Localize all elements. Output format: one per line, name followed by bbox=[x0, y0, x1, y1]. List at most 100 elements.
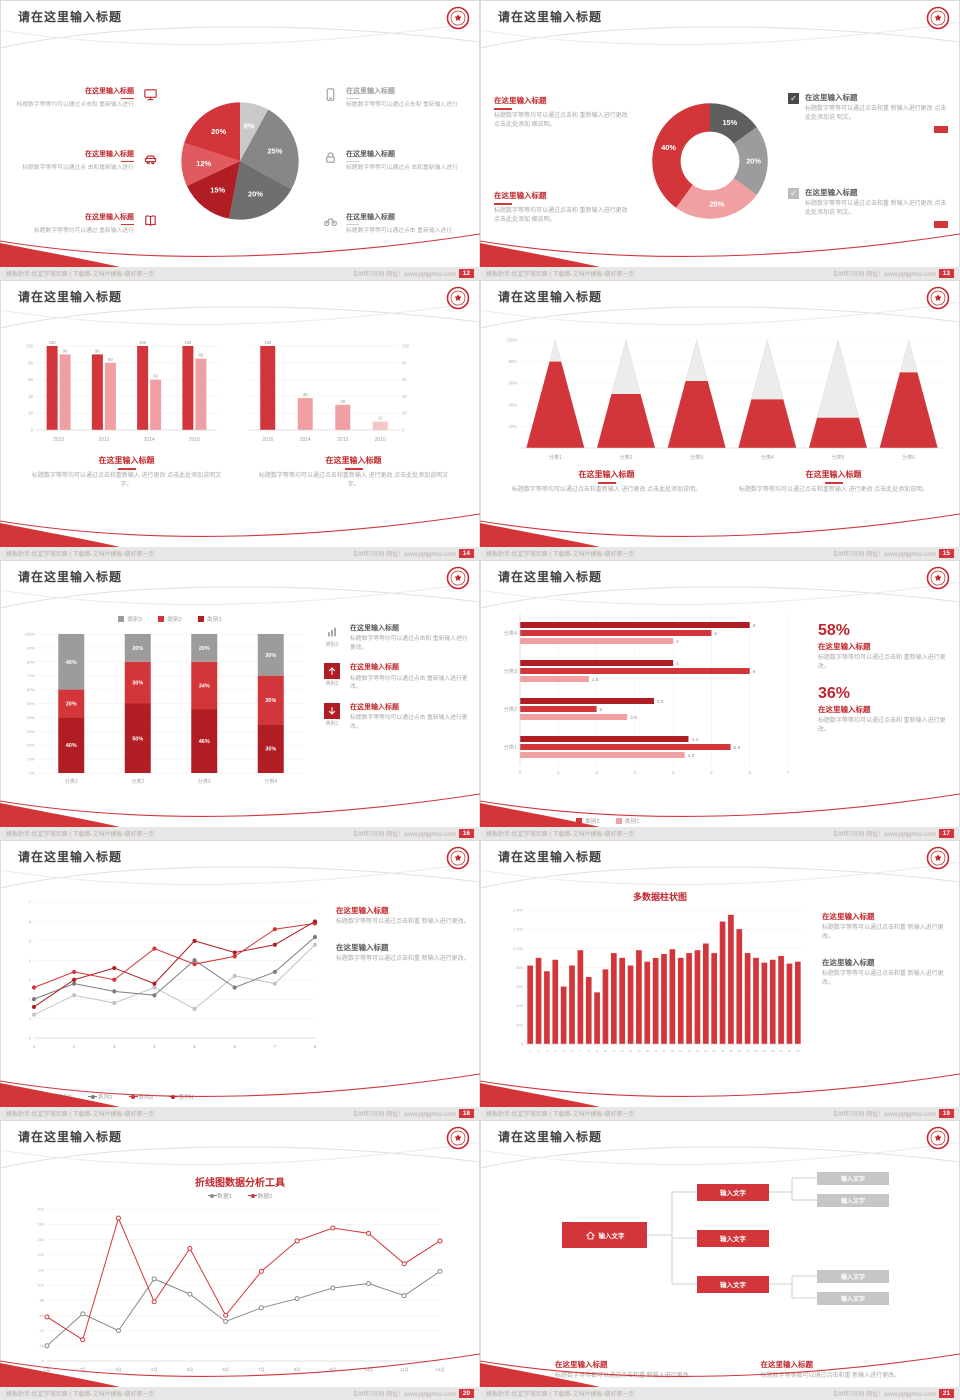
svg-text:分类1: 分类1 bbox=[549, 454, 562, 461]
svg-text:分类6: 分类6 bbox=[902, 454, 915, 461]
slide-thumbnail-21[interactable]: 输入文字 输入文字 输入文字 输入文字 输入文字 输入文字 输入文字 输入文字 在这里输入标题标… bbox=[480, 1120, 960, 1400]
svg-text:100: 100 bbox=[264, 340, 272, 345]
svg-text:8月: 8月 bbox=[294, 1367, 301, 1373]
title-underline bbox=[824, 482, 843, 485]
svg-text:400: 400 bbox=[516, 1003, 523, 1008]
svg-text:20%: 20% bbox=[132, 646, 143, 652]
block-body: 标题数字等等均可以通过点击 重新输入进行更改。 bbox=[350, 675, 468, 691]
footer-site-text: 【09年7月间 网址：www.pptjgmsu.com bbox=[830, 272, 936, 278]
block-body: 标题数字等等可以通过点击和重 新输入进行更改。 bbox=[822, 924, 944, 940]
column-bar bbox=[753, 957, 759, 1044]
callout-text: 在这里输入标题 标题数字等等可以通过点 击和重新输入进行 bbox=[12, 149, 134, 172]
column-bar bbox=[527, 965, 534, 1044]
org-leaf-box: 输入文字 bbox=[817, 1171, 889, 1185]
hbar bbox=[520, 668, 750, 674]
legend-entry: 类别2 bbox=[158, 614, 182, 623]
slide-content: 折线图数据分析工具 数据1 数据2 0 20 40 60 80 100 120 140 160 180 2… bbox=[0, 1170, 480, 1387]
svg-text:1: 1 bbox=[557, 770, 560, 775]
svg-text:1: 1 bbox=[33, 1044, 36, 1049]
svg-text:15: 15 bbox=[646, 1049, 650, 1053]
corner-red-swoosh bbox=[480, 1353, 960, 1387]
footer-right: 【09年7月间 网址：www.pptjgmsu.com 19 bbox=[830, 1109, 954, 1118]
svg-text:16: 16 bbox=[654, 1049, 658, 1053]
svg-text:分类5: 分类5 bbox=[832, 454, 845, 461]
org-root-box: 输入文字 bbox=[562, 1222, 647, 1248]
bar bbox=[195, 358, 207, 430]
svg-text:5月: 5月 bbox=[187, 1367, 194, 1373]
footer-right: 【09年7月间 网址：www.pptjgmsu.com 14 bbox=[350, 549, 474, 558]
chart-legend: 类别3 类别2 类别1 bbox=[30, 614, 310, 623]
bar bbox=[182, 346, 194, 430]
svg-text:13: 13 bbox=[629, 1049, 633, 1053]
slide-thumbnail-17[interactable]: 0 1 2 3 4 5 6 7 6 5 4 分类4 4 6 1.8 分类3 3.5 2 2.8 分类2 4.4 5.5 4.… bbox=[480, 560, 960, 840]
callout-column-left: 在这里输入标题标题数字等等均可以通过点击和 重新输入进行在这里输入标题 标题数字等… bbox=[12, 58, 160, 263]
title-underline bbox=[344, 468, 363, 471]
svg-text:15%: 15% bbox=[210, 185, 225, 194]
slide-thumbnail-19[interactable]: 多数据柱状图 0 200 400 600 800 1,000 1,200 1,400 1 2 3 4 5 6… bbox=[480, 840, 960, 1120]
legend-swatch bbox=[197, 615, 204, 622]
svg-text:5: 5 bbox=[714, 631, 717, 637]
header-swoosh bbox=[480, 581, 960, 609]
column-bar bbox=[627, 965, 634, 1044]
block-body: 标题数字等等可以通过点击和重 新输入进行更改 点击此处添加说 明文。 bbox=[805, 106, 947, 122]
block-body: 标题数字等等可以通过点击和重 新输入进行更改。 bbox=[336, 918, 470, 925]
red-accent-box bbox=[934, 220, 948, 228]
chart-bars-icon bbox=[328, 627, 336, 637]
line-series bbox=[33, 936, 316, 1000]
column-bar bbox=[602, 969, 609, 1044]
column-bar bbox=[686, 953, 692, 1044]
legend-label: 数据2 bbox=[257, 1194, 273, 1200]
stat-percent: 36% bbox=[818, 684, 851, 702]
legend-dot bbox=[250, 1193, 255, 1198]
slide-thumbnail-18[interactable]: 0123456712345678系列1系列2系列3系列4在这里输入标题标题数字等… bbox=[0, 840, 480, 1120]
slide-thumbnail-15[interactable]: 20% 40% 60% 80% 100% 分类1 分类2 分类3 分类4 分类5 分类6 在这里输入标… bbox=[480, 280, 960, 560]
right-text-column: 在这里输入标题 标题数字等等可以通过点击和重 新输入进行更改。 在这里输入标题 标题数… bbox=[336, 906, 470, 980]
icon-label: 类别1 bbox=[325, 720, 339, 727]
column-bar bbox=[702, 943, 709, 1044]
slide-thumbnail-20[interactable]: 折线图数据分析工具 数据1 数据2 0 20 40 60 80 100 120 140 160 180 2… bbox=[0, 1120, 480, 1400]
block-title: 在这里输入标题 bbox=[805, 187, 858, 197]
header-swoosh bbox=[480, 1141, 960, 1169]
title-underline bbox=[597, 482, 616, 485]
column-bar bbox=[544, 971, 550, 1044]
svg-text:10: 10 bbox=[378, 416, 383, 421]
svg-text:80%: 80% bbox=[509, 359, 518, 364]
pie-segment bbox=[710, 102, 757, 144]
block-title: 在这里输入标题 bbox=[336, 942, 389, 952]
svg-text:40%: 40% bbox=[66, 660, 77, 666]
column-bar bbox=[636, 950, 642, 1044]
header-swoosh bbox=[480, 861, 960, 889]
svg-text:180: 180 bbox=[37, 1222, 44, 1227]
svg-text:2月: 2月 bbox=[79, 1367, 86, 1373]
grouped-bar-chart: 0 20 40 60 80 100 100 90 2010 90 80 2012 100 60 2014 10… bbox=[26, 340, 217, 443]
block-title: 在这里输入标题 bbox=[822, 912, 875, 921]
footer-site-text: 【09年7月间 网址：www.pptjgmsu.com bbox=[830, 1112, 936, 1118]
text-block: 在这里输入标题 标题数字等等均可以通过点击和重新输入 进行更改 点击此处添加说明文… bbox=[257, 456, 450, 490]
stacked-segment bbox=[257, 724, 284, 773]
svg-text:100: 100 bbox=[184, 340, 192, 345]
column-bar bbox=[728, 914, 734, 1044]
svg-text:3: 3 bbox=[113, 1044, 116, 1049]
title-underline bbox=[117, 468, 136, 471]
footer-site-text: 【09年7月间 网址：www.pptjgmsu.com bbox=[350, 552, 456, 558]
svg-text:28: 28 bbox=[754, 1049, 758, 1053]
item-icon-box bbox=[324, 702, 340, 719]
svg-text:100%: 100% bbox=[506, 338, 517, 343]
block-title: 在这里输入标题 bbox=[494, 96, 547, 106]
slide-thumbnail-13[interactable]: 在这里输入标题标题数字等等均可以通过点击和 重新输入进行更改 点击此处添加 细说… bbox=[480, 0, 960, 280]
svg-text:10: 10 bbox=[604, 1049, 608, 1053]
slide-thumbnail-14[interactable]: 0 20 40 60 80 100 100 90 2010 90 80 2012 100 60 2014 10… bbox=[0, 280, 480, 560]
svg-text:6: 6 bbox=[753, 669, 756, 675]
slide-thumbnail-16[interactable]: 类别3 类别2 类别1 0% 10% 20% 30% 40% 50% 60% 70% 80% 90% 10… bbox=[0, 560, 480, 840]
bar bbox=[104, 362, 116, 430]
callout-title: 在这里输入标题 bbox=[85, 88, 134, 96]
callout-body: 标题数字等等均可以通过点击和 重新输入进行 bbox=[16, 101, 134, 108]
block-body: 标题数字等等均可以通过点击和 重新输入进行更改 点击此处添加 细说明。 bbox=[494, 113, 628, 129]
stacked-segment bbox=[124, 703, 151, 773]
right-items-column: 类别3 在这里输入标题 标题数字等等均可以通过点击和 重新输入进行更改。 类别2 在这里… bbox=[320, 624, 470, 742]
slide-thumbnail-12[interactable]: 在这里输入标题标题数字等等均可以通过点击和 重新输入进行在这里输入标题 标题数字等… bbox=[0, 0, 480, 280]
line-series bbox=[46, 1216, 441, 1341]
slide-content: 0 1 2 3 4 5 6 7 6 5 4 分类4 4 6 1.8 分类3 3.5 2 2.8 分类2 4.4 5.5 4.… bbox=[480, 610, 960, 827]
svg-text:1: 1 bbox=[529, 1049, 531, 1053]
svg-text:3月: 3月 bbox=[115, 1367, 122, 1373]
